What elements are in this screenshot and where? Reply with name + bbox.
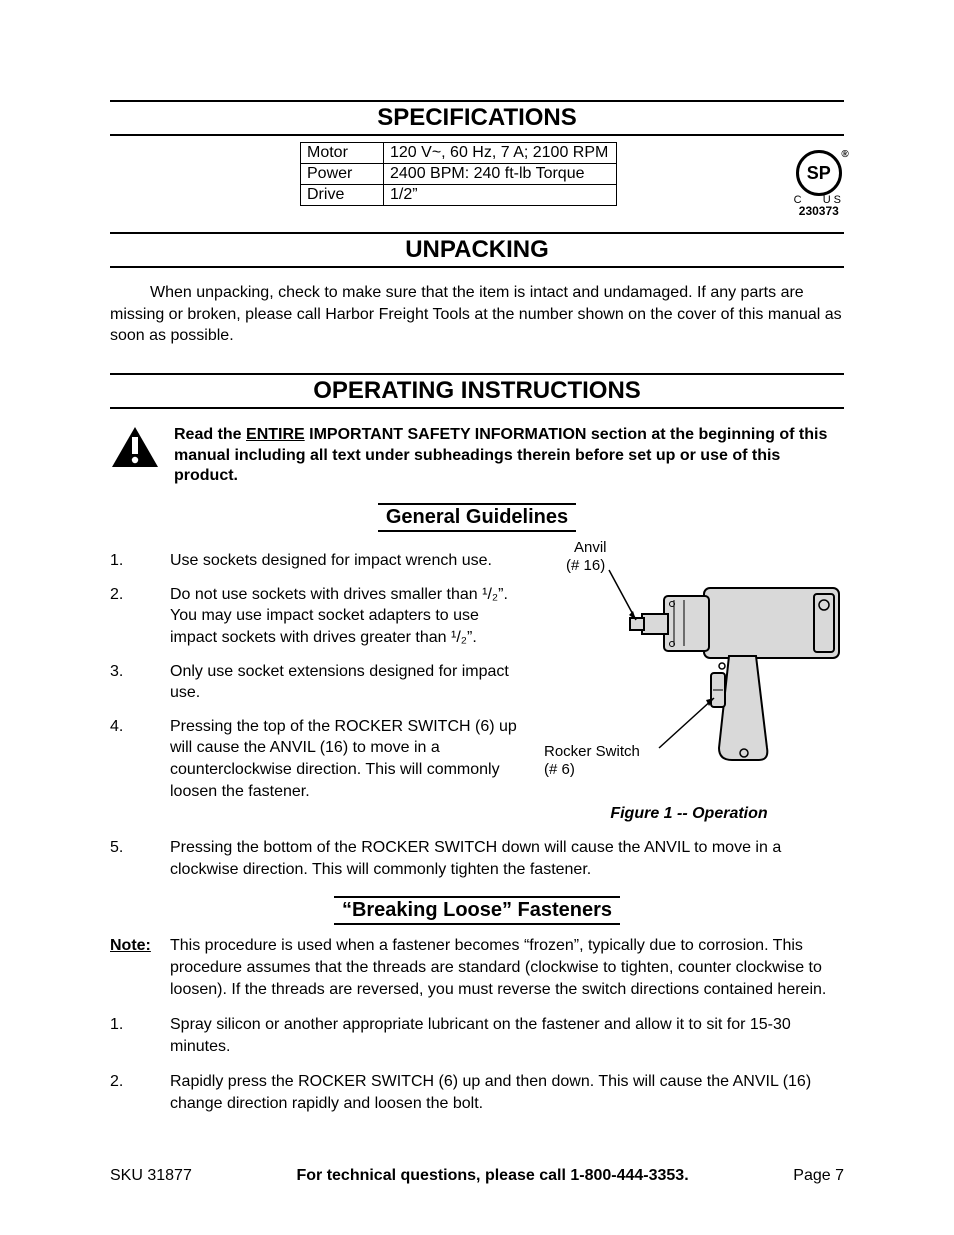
warn-pre: Read the	[174, 426, 246, 443]
breaking-steps-list: Spray silicon or another appropriate lub…	[110, 1014, 844, 1114]
guideline-text: Pressing the top of the ROCKER SWITCH (6…	[170, 716, 524, 802]
spacer	[110, 60, 844, 100]
spacer	[110, 347, 844, 373]
spec-label: Power	[301, 164, 384, 185]
cert-text: SP	[807, 163, 831, 184]
figure-1: Anvil (# 16) Rocker Switch (# 6) Figure …	[534, 538, 844, 823]
operating-heading: OPERATING INSTRUCTIONS	[313, 377, 641, 405]
footer: SKU 31877 For technical questions, pleas…	[110, 1161, 844, 1185]
anvil-label: Anvil	[574, 539, 607, 556]
list-item: Rapidly press the ROCKER SWITCH (6) up a…	[110, 1071, 844, 1114]
spec-table: Motor 120 V~, 60 Hz, 7 A; 2100 RPM Power…	[300, 142, 617, 206]
list-item: Only use socket extensions designed for …	[110, 661, 524, 704]
subhead-general: General Guidelines	[110, 503, 844, 532]
note-row: Note: This procedure is used when a fast…	[110, 935, 844, 1000]
footer-phone: For technical questions, please call 1-8…	[296, 1167, 688, 1185]
list-item: Spray silicon or another appropriate lub…	[110, 1014, 844, 1057]
general-heading: General Guidelines	[378, 503, 576, 532]
guidelines-two-col: Use sockets designed for impact wrench u…	[110, 538, 844, 823]
guideline-text: Only use socket extensions designed for …	[170, 661, 524, 704]
rocker-label: Rocker Switch	[544, 743, 640, 760]
spec-value: 2400 BPM: 240 ft-lb Torque	[384, 164, 617, 185]
guideline-text: Do not use sockets with drives smaller t…	[170, 584, 524, 649]
warn-entire: ENTIRE	[246, 426, 305, 443]
step-text: Rapidly press the ROCKER SWITCH (6) up a…	[170, 1071, 844, 1114]
spec-value: 120 V~, 60 Hz, 7 A; 2100 RPM	[384, 143, 617, 164]
cert-circle-icon: SP ®	[796, 150, 842, 196]
guidelines-list-cont: Pressing the bottom of the ROCKER SWITCH…	[110, 837, 844, 880]
section-title-unpacking: UNPACKING	[110, 232, 844, 268]
figure-caption: Figure 1 -- Operation	[534, 805, 844, 823]
list-item: Pressing the bottom of the ROCKER SWITCH…	[110, 837, 844, 880]
table-row: Motor 120 V~, 60 Hz, 7 A; 2100 RPM	[301, 143, 617, 164]
warning-text: Read the ENTIRE IMPORTANT SAFETY INFORMA…	[174, 425, 844, 487]
warning-block: Read the ENTIRE IMPORTANT SAFETY INFORMA…	[110, 425, 844, 487]
anvil-num: (# 16)	[566, 557, 605, 574]
list-item: Use sockets designed for impact wrench u…	[110, 550, 524, 572]
rocker-num: (# 6)	[544, 761, 575, 778]
unpacking-text: When unpacking, check to make sure that …	[110, 282, 844, 347]
spacer	[110, 206, 844, 232]
cert-number: 230373	[794, 204, 844, 218]
warning-icon	[110, 425, 160, 474]
guideline-text: Use sockets designed for impact wrench u…	[170, 550, 492, 572]
breaking-heading: “Breaking Loose” Fasteners	[334, 896, 620, 925]
footer-sku: SKU 31877	[110, 1167, 192, 1185]
section-title-specifications: SPECIFICATIONS	[110, 100, 844, 136]
impact-wrench-icon: Anvil (# 16) Rocker Switch (# 6)	[534, 538, 844, 798]
spec-label: Drive	[301, 185, 384, 206]
note-text: This procedure is used when a fastener b…	[170, 935, 844, 1000]
list-item: Pressing the top of the ROCKER SWITCH (6…	[110, 716, 524, 802]
table-row: Drive 1/2”	[301, 185, 617, 206]
page: SPECIFICATIONS Motor 120 V~, 60 Hz, 7 A;…	[0, 0, 954, 1235]
spec-label: Motor	[301, 143, 384, 164]
footer-page: Page 7	[793, 1167, 844, 1185]
list-item: Do not use sockets with drives smaller t…	[110, 584, 524, 649]
figure-column: Anvil (# 16) Rocker Switch (# 6) Figure …	[524, 538, 844, 823]
guidelines-list: Use sockets designed for impact wrench u…	[110, 550, 524, 802]
subhead-breaking: “Breaking Loose” Fasteners	[110, 896, 844, 925]
table-row: Power 2400 BPM: 240 ft-lb Torque	[301, 164, 617, 185]
cert-reg: ®	[841, 149, 848, 160]
unpacking-heading: UNPACKING	[405, 236, 549, 264]
step-text: Spray silicon or another appropriate lub…	[170, 1014, 844, 1057]
section-title-operating: OPERATING INSTRUCTIONS	[110, 373, 844, 409]
certification-mark: SP ® C US 230373	[794, 150, 844, 218]
specifications-heading: SPECIFICATIONS	[377, 104, 577, 132]
spec-value: 1/2”	[384, 185, 617, 206]
note-label: Note:	[110, 935, 170, 1000]
guidelines-left: Use sockets designed for impact wrench u…	[110, 538, 524, 823]
guideline-text: Pressing the bottom of the ROCKER SWITCH…	[170, 837, 844, 880]
